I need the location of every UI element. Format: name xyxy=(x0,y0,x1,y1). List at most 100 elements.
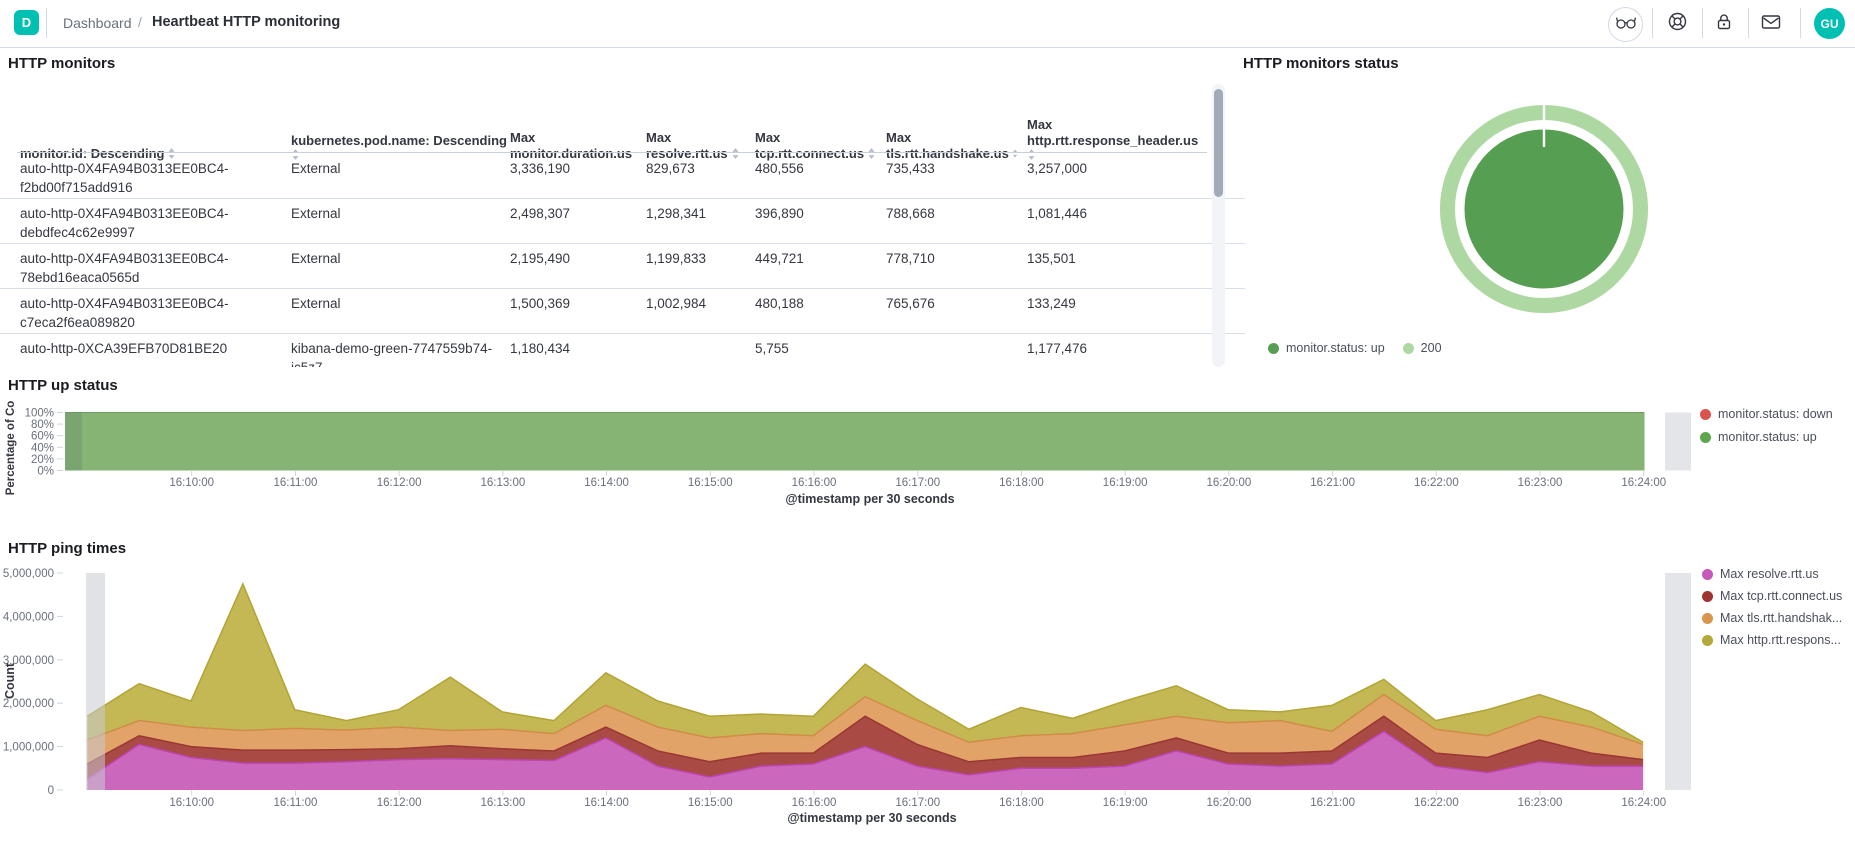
sort-icon[interactable] xyxy=(1012,147,1018,160)
table-cell-monitor_id: auto-http-0X4FA94B0313EE0BC4- c7eca2f6ea0… xyxy=(20,296,229,330)
table-row: auto-http-0X4FA94B0313EE0BC4- debdfec4c62… xyxy=(0,198,1245,244)
table-cell-http: 1,177,476 xyxy=(1027,341,1088,356)
http-ping-times-area-chart[interactable]: 5,000,000 4,000,000 3,000,000 2,000,000 1,00… xyxy=(3,568,1691,825)
mail-icon xyxy=(1760,13,1782,36)
x-axis-title: @timestamp per 30 seconds xyxy=(785,492,954,506)
sort-icon[interactable] xyxy=(1027,148,1036,161)
legend-color-dot xyxy=(1702,590,1713,602)
table-cell-duration: 1,500,369 xyxy=(510,296,571,311)
column-header-5[interactable]: Max tcp.rtt.connect.us xyxy=(755,95,877,166)
table-cell-http: 3,257,000 xyxy=(1027,161,1088,176)
sort-icon[interactable] xyxy=(291,148,300,161)
table-cell-pod: External xyxy=(291,161,341,176)
column-header-1[interactable]: monitor.id: Descending xyxy=(20,95,280,166)
glasses-icon xyxy=(1615,13,1637,36)
svg-text:16:11:00: 16:11:00 xyxy=(273,477,317,489)
breadcrumb-dashboard-link[interactable]: Dashboard xyxy=(63,15,132,31)
newsfeed-button[interactable] xyxy=(1760,13,1782,35)
status-pie-legend-item[interactable]: monitor.status: up xyxy=(1268,341,1385,355)
column-header-label: monitor.duration.us xyxy=(510,145,633,161)
column-header-label: Max xyxy=(1027,117,1053,132)
svg-text:60%: 60% xyxy=(31,431,54,443)
breadcrumb-current-page: Heartbeat HTTP monitoring xyxy=(152,14,341,30)
svg-text:16:14:00: 16:14:00 xyxy=(584,477,629,489)
svg-text:16:16:00: 16:16:00 xyxy=(792,797,837,809)
svg-text:16:19:00: 16:19:00 xyxy=(1103,477,1148,489)
column-header-label: http.rtt.response_header.us xyxy=(1027,132,1199,148)
http-ping-times-panel-title: HTTP ping times xyxy=(8,540,127,557)
table-row: auto-http-0X4FA94B0313EE0BC4- c7eca2f6ea0… xyxy=(0,288,1245,334)
svg-text:3,000,000: 3,000,000 xyxy=(3,655,54,667)
table-cell-tls: 778,710 xyxy=(886,251,935,266)
y-axis-title: Count xyxy=(3,662,17,699)
svg-text:16:22:00: 16:22:00 xyxy=(1414,797,1459,809)
table-cell-tls: 765,676 xyxy=(886,296,935,311)
column-header-7[interactable]: Max http.rtt.response_header.us xyxy=(1027,95,1202,166)
table-cell-duration: 2,195,490 xyxy=(510,251,571,266)
table-cell-resolve: 1,298,341 xyxy=(646,206,707,221)
ping-times-legend-item[interactable]: Max http.rtt.respons... xyxy=(1702,633,1842,647)
table-cell-monitor_id: auto-http-0X4FA94B0313EE0BC4- debdfec4c62… xyxy=(20,206,229,240)
status-pie-legend-item[interactable]: 200 xyxy=(1402,341,1442,355)
up-status-legend-item[interactable]: monitor.status: down xyxy=(1700,407,1833,421)
help-icon xyxy=(1667,11,1688,37)
ping-times-legend-item[interactable]: Max tls.rtt.handshak... xyxy=(1702,611,1842,625)
svg-text:16:23:00: 16:23:00 xyxy=(1518,797,1563,809)
topbar-divider xyxy=(1800,8,1801,38)
svg-text:16:15:00: 16:15:00 xyxy=(688,797,733,809)
user-avatar[interactable]: GU xyxy=(1814,8,1845,39)
http-up-status-area-chart[interactable]: 100%80%60%40%20%0% 16:10:00 16:11:00 16:12:… xyxy=(5,401,1691,506)
column-header-4[interactable]: Max resolve.rtt.us xyxy=(646,95,746,166)
area-series-4 xyxy=(87,583,1644,745)
svg-text:0: 0 xyxy=(48,785,54,797)
topbar-divider xyxy=(1702,8,1703,38)
svg-text:16:10:00: 16:10:00 xyxy=(169,477,214,489)
up-status-legend-item[interactable]: monitor.status: up xyxy=(1700,430,1833,444)
sort-icon[interactable] xyxy=(167,147,176,160)
column-header-label: resolve.rtt.us xyxy=(646,145,728,161)
table-cell-monitor_id: auto-http-0X4FA94B0313EE0BC4- 78ebd16eaca… xyxy=(20,251,229,285)
column-header-label: Max xyxy=(755,130,781,145)
table-cell-http: 135,501 xyxy=(1027,251,1076,266)
svg-text:40%: 40% xyxy=(31,442,54,454)
dashboard-app-badge[interactable]: D xyxy=(14,10,39,35)
table-cell-tcp: 480,188 xyxy=(755,296,804,311)
table-cell-resolve: 829,673 xyxy=(646,161,695,176)
svg-text:16:11:00: 16:11:00 xyxy=(273,797,317,809)
partial-bucket-band xyxy=(1665,573,1691,790)
legend-color-dot xyxy=(1702,634,1713,646)
table-row: auto-http-0XCA39EFB70D81BE20 kibana-demo-… xyxy=(0,333,1245,367)
ping-times-legend-item[interactable]: Max tcp.rtt.connect.us xyxy=(1702,589,1842,603)
svg-text:16:14:00: 16:14:00 xyxy=(584,797,629,809)
column-header-3[interactable]: Max monitor.duration.us xyxy=(510,95,636,166)
http-monitors-status-pie-chart[interactable] xyxy=(1440,103,1648,313)
up-status-legend: monitor.status: down monitor.status: up xyxy=(1700,407,1833,444)
legend-label: monitor.status: up xyxy=(1718,430,1817,444)
help-button[interactable] xyxy=(1666,11,1688,37)
ping-times-legend-item[interactable]: Max resolve.rtt.us xyxy=(1702,567,1842,581)
top-navigation-bar: D Dashboard / Heartbeat HTTP monitoring xyxy=(0,0,1855,48)
guided-tour-button[interactable] xyxy=(1608,7,1643,42)
svg-text:16:10:00: 16:10:00 xyxy=(169,797,214,809)
column-header-2[interactable]: kubernetes.pod.name: Descending xyxy=(291,95,507,166)
table-scrollbar-thumb[interactable] xyxy=(1214,89,1223,197)
partial-bucket-band xyxy=(86,573,105,790)
table-cell-tcp: 396,890 xyxy=(755,206,804,221)
column-header-6[interactable]: Max tls.rtt.handshake.us xyxy=(886,95,1018,166)
security-button[interactable] xyxy=(1713,13,1735,35)
sort-icon[interactable] xyxy=(731,147,740,160)
svg-text:16:19:00: 16:19:00 xyxy=(1103,797,1148,809)
legend-label: Max tls.rtt.handshak... xyxy=(1720,611,1843,625)
breadcrumb-separator: / xyxy=(138,14,142,30)
legend-label: Max resolve.rtt.us xyxy=(1720,567,1819,581)
column-header-label: monitor.id: Descending xyxy=(20,145,165,161)
sort-icon[interactable] xyxy=(867,147,876,160)
table-cell-monitor_id: auto-http-0X4FA94B0313EE0BC4- f2bd00f715a… xyxy=(20,161,229,195)
table-cell-tcp: 480,556 xyxy=(755,161,804,176)
x-axis-title: @timestamp per 30 seconds xyxy=(787,811,956,825)
http-up-status-panel-title: HTTP up status xyxy=(8,377,118,394)
y-axis-title: Percentage of Co xyxy=(5,401,17,496)
svg-text:16:24:00: 16:24:00 xyxy=(1621,797,1666,809)
